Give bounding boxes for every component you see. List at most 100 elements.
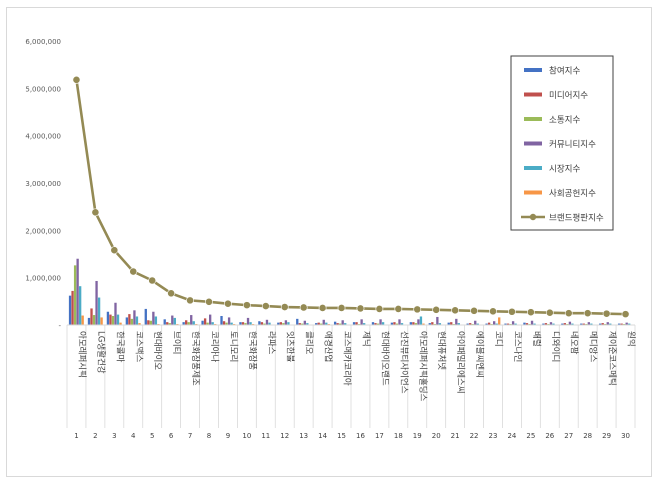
bar bbox=[192, 321, 195, 325]
y-tick-label: - bbox=[58, 322, 61, 330]
bar bbox=[225, 322, 228, 325]
bar bbox=[419, 316, 423, 325]
y-tick-label: 6,000,000 bbox=[25, 38, 61, 46]
x-category-number: 24 bbox=[507, 432, 516, 440]
bar bbox=[185, 320, 188, 325]
bar bbox=[344, 323, 347, 325]
x-category-number: 9 bbox=[226, 432, 230, 440]
bar bbox=[504, 323, 507, 325]
bar bbox=[114, 302, 117, 325]
bar bbox=[422, 323, 425, 325]
bar bbox=[525, 323, 529, 325]
bar bbox=[277, 322, 280, 325]
bar bbox=[606, 322, 609, 325]
bar bbox=[246, 317, 250, 325]
x-category-label: 메디앙스 bbox=[588, 331, 599, 362]
line-point bbox=[186, 296, 194, 305]
line-point bbox=[110, 246, 119, 255]
line-point bbox=[280, 303, 289, 311]
x-category-label: 한국화장품제조 bbox=[190, 331, 201, 386]
bar bbox=[487, 322, 491, 325]
x-category-label: 코리아나 bbox=[209, 331, 220, 362]
x-category-label: 한국화장품 bbox=[247, 331, 258, 370]
x-category-number: 19 bbox=[413, 432, 422, 440]
bar bbox=[144, 308, 147, 325]
x-category-label: 제닉 bbox=[360, 331, 370, 347]
bar bbox=[168, 323, 171, 325]
bar bbox=[450, 322, 453, 325]
bar bbox=[506, 323, 510, 325]
line-point bbox=[545, 308, 554, 317]
bar bbox=[447, 322, 450, 325]
legend-label: 시장지수 bbox=[549, 164, 580, 175]
bar bbox=[187, 322, 190, 325]
bar bbox=[617, 323, 621, 325]
x-category-number: 22 bbox=[470, 432, 479, 440]
bar bbox=[355, 322, 358, 325]
bar bbox=[341, 320, 344, 325]
bar bbox=[511, 321, 515, 325]
bar bbox=[220, 316, 223, 325]
x-category-label: 아모레퍼시픽홀딩스 bbox=[417, 331, 428, 402]
x-category-label: 브이티 bbox=[171, 331, 182, 354]
chart-frame: - 1,000,000 2,000,000 3,000,000 4,000,000 5,0… bbox=[6, 7, 652, 477]
bar bbox=[474, 320, 477, 325]
bar bbox=[133, 310, 136, 325]
bar bbox=[390, 322, 394, 325]
bar bbox=[211, 322, 214, 325]
x-category-label: 디와이디 bbox=[550, 331, 561, 362]
x-category-number: 1 bbox=[74, 432, 78, 440]
x-category-number: 13 bbox=[299, 432, 308, 440]
line-point bbox=[167, 289, 176, 298]
x-category-label: 토니모리 bbox=[228, 331, 239, 362]
line-point bbox=[299, 303, 308, 312]
brand-index-line bbox=[72, 75, 630, 319]
bar bbox=[152, 311, 155, 325]
bar bbox=[239, 322, 242, 325]
line-point bbox=[375, 305, 384, 313]
bar bbox=[352, 322, 356, 325]
bar bbox=[306, 323, 309, 325]
bar bbox=[438, 323, 442, 325]
bar bbox=[163, 319, 166, 325]
legend-label: 소통지수 bbox=[549, 116, 580, 126]
bar bbox=[76, 258, 79, 325]
x-category-label: 현대퓨처넷 bbox=[436, 331, 446, 370]
bar bbox=[116, 314, 120, 325]
x-category-label: 아모레퍼시픽 bbox=[76, 331, 87, 378]
line-point bbox=[602, 309, 611, 318]
bar bbox=[498, 317, 501, 325]
y-tick-label: 1,000,000 bbox=[25, 275, 61, 283]
bar bbox=[296, 318, 299, 325]
bar bbox=[109, 314, 112, 325]
legend-swatch bbox=[524, 141, 542, 146]
bar bbox=[469, 323, 472, 325]
x-category-number: 17 bbox=[375, 432, 384, 440]
bar bbox=[609, 323, 612, 325]
line-point bbox=[413, 305, 422, 314]
x-category-number: 10 bbox=[242, 432, 251, 440]
x-category-label: 아이패밀리에스씨 bbox=[455, 331, 466, 394]
line-point bbox=[261, 302, 270, 310]
line-point bbox=[451, 306, 460, 315]
x-category-number: 25 bbox=[526, 432, 535, 440]
bar bbox=[417, 319, 420, 325]
legend-swatch bbox=[524, 92, 542, 97]
bar bbox=[395, 323, 399, 325]
line-point bbox=[508, 307, 516, 316]
x-category-number: 4 bbox=[131, 432, 136, 440]
bar bbox=[315, 323, 318, 325]
bar bbox=[227, 317, 231, 325]
bar bbox=[260, 322, 264, 325]
bar bbox=[301, 323, 304, 325]
bar bbox=[533, 323, 536, 325]
bar bbox=[135, 316, 139, 325]
bar bbox=[241, 322, 245, 325]
bar bbox=[360, 319, 363, 325]
x-category-number: 20 bbox=[432, 432, 441, 440]
line-point bbox=[489, 307, 497, 316]
bar bbox=[154, 316, 158, 325]
line-point bbox=[72, 75, 81, 84]
x-category-number: 29 bbox=[602, 432, 611, 440]
bar bbox=[571, 323, 574, 325]
